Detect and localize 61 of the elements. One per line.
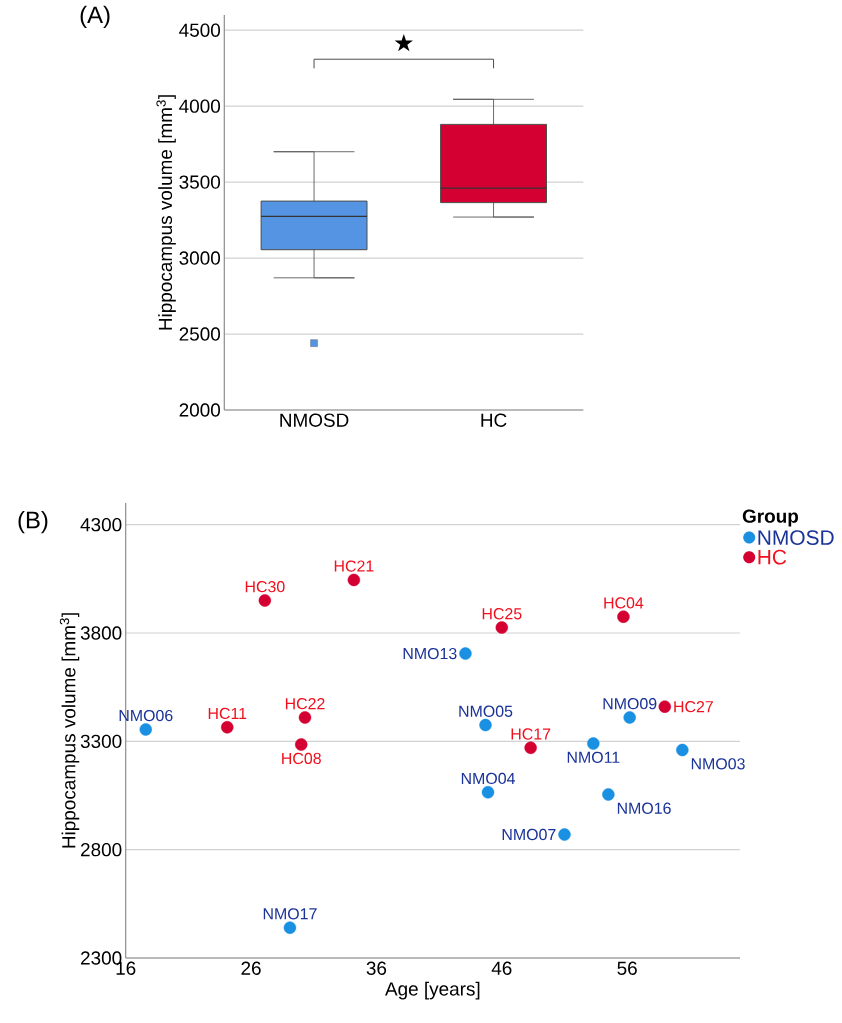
- x-tick-label: 26: [241, 961, 261, 975]
- point: [221, 721, 234, 734]
- data-label: HC04: [604, 597, 644, 609]
- x-tick-label: 46: [491, 961, 512, 975]
- point: [524, 741, 537, 755]
- point: [283, 921, 297, 934]
- point: [495, 621, 508, 634]
- chart-title: (A): [80, 5, 110, 29]
- y-tick-label: 2000: [179, 403, 221, 417]
- point: [295, 738, 308, 751]
- data-label: HC30: [245, 581, 285, 593]
- y-tick-label: 4500: [179, 23, 221, 37]
- data-label: NMO03: [691, 758, 745, 770]
- data-label: NMO09: [603, 698, 657, 710]
- point: [676, 743, 689, 757]
- y-tick-label: 2800: [81, 842, 122, 857]
- y-tick-label: 3300: [80, 734, 122, 749]
- data-label: HC27: [674, 701, 713, 713]
- legend-label: HC: [758, 549, 787, 565]
- point: [481, 786, 495, 799]
- data-label: HC22: [285, 698, 325, 710]
- legend-label: NMOSD: [758, 530, 834, 545]
- x-tick-label: 36: [366, 961, 387, 975]
- chart-title: (B): [18, 510, 48, 534]
- data-label: NMO17: [263, 908, 317, 920]
- data-label: NMO07: [502, 828, 556, 841]
- y-tick-label: 3800: [80, 626, 122, 640]
- point: [459, 647, 472, 660]
- data-label: NMO05: [459, 705, 513, 717]
- data-label: NMO16: [617, 802, 671, 814]
- x-tick-label: 56: [617, 961, 637, 975]
- point: [558, 828, 571, 841]
- y-axis-title: Hippocampus volume [mm$^{3}$]: [59, 613, 80, 848]
- point: [479, 718, 492, 732]
- data-label: HC08: [282, 752, 321, 765]
- y-tick-label: 2500: [179, 327, 221, 341]
- data-label: NMO04: [461, 772, 515, 785]
- data-label: NMO13: [403, 647, 457, 660]
- point: [602, 788, 615, 801]
- y-tick-label: 4000: [179, 99, 221, 113]
- point: [623, 711, 636, 724]
- point: [258, 594, 272, 607]
- data-label: HC21: [334, 560, 374, 572]
- y-tick-label: 3500: [179, 175, 221, 189]
- legend-title: Group: [742, 509, 799, 527]
- point: [587, 737, 600, 750]
- point: [347, 573, 361, 587]
- data-label: HC11: [208, 707, 247, 720]
- y-tick-label: 3000: [179, 251, 221, 265]
- point: [658, 700, 671, 713]
- point: [298, 711, 312, 724]
- data-label: NMO06: [119, 709, 173, 722]
- data-label: HC25: [482, 608, 522, 620]
- point: [139, 723, 152, 736]
- data-label: NMO11: [567, 751, 620, 763]
- y-tick-label: 4300: [80, 517, 122, 532]
- x-axis-title: Age [years]: [385, 981, 480, 1000]
- annotation: ★: [394, 33, 413, 52]
- point: [617, 610, 630, 623]
- data-label: HC17: [511, 728, 551, 740]
- y-axis-title: Hippocampus volume [mm$^{3}$]: [156, 95, 176, 330]
